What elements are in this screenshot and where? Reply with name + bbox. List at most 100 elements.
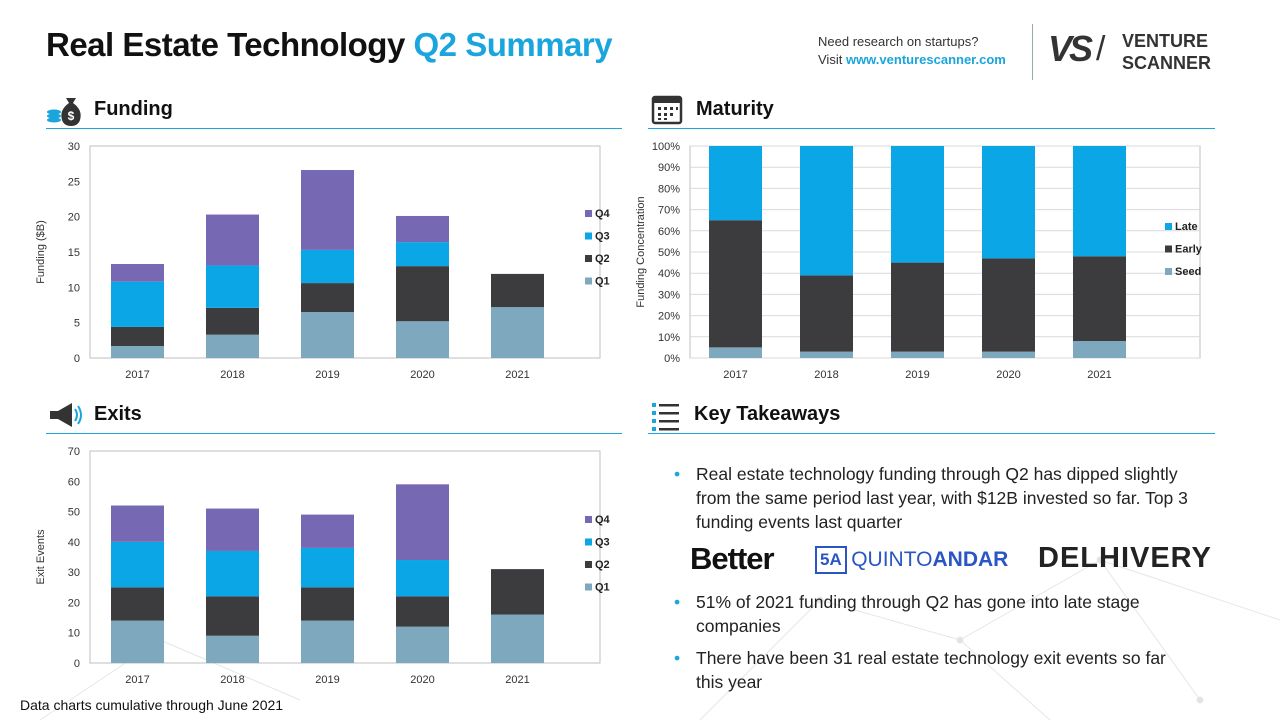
funding-bar-q4-2020 — [396, 215, 449, 243]
takeaways-label: Key Takeaways — [694, 403, 841, 425]
exits-legend-swatch-q2 — [585, 561, 592, 568]
research-line: Need research on startups? — [818, 34, 979, 49]
funding-y-axis-label: Funding ($B) — [35, 220, 47, 284]
exits-bar-q2-2017 — [111, 587, 164, 621]
logo-slash: / — [1096, 30, 1106, 68]
funding-ytick-label: 0 — [74, 353, 80, 365]
maturity-bar-seed-2020 — [982, 351, 1035, 358]
maturity-bar-early-2019 — [891, 262, 944, 352]
maturity-xtick-label: 2020 — [996, 369, 1020, 381]
maturity-bar-late-2018 — [800, 146, 853, 276]
funding-xtick-label: 2017 — [125, 369, 149, 381]
exits-xtick-label: 2020 — [410, 674, 434, 686]
exits-xtick-label: 2017 — [125, 674, 149, 686]
page-title: Real Estate Technology Q2 Summary — [46, 26, 613, 64]
exits-legend-swatch-q4 — [585, 516, 592, 523]
funding-bar-q1-2018 — [206, 334, 259, 358]
maturity-ytick-label: 50% — [658, 247, 680, 259]
funding-xtick-label: 2018 — [220, 369, 244, 381]
exits-bar-q1-2020 — [396, 626, 449, 663]
funding-bar-q1-2020 — [396, 321, 449, 358]
funding-bar-q3-2018 — [206, 265, 259, 308]
maturity-bar-late-2021 — [1073, 146, 1126, 257]
funding-xtick-label: 2020 — [410, 369, 434, 381]
funding-xtick-label: 2021 — [505, 369, 529, 381]
exits-rule — [46, 433, 622, 434]
exits-bar-q1-2021 — [491, 614, 544, 663]
takeaway-text-3: There have been 31 real estate technolog… — [696, 648, 1166, 692]
maturity-chart: 0% 10% 20% 30% 40% 50% 60% 70% 80% 90% 100% Funding… — [630, 136, 1230, 392]
delhivery-logo-text: DELHIVERY — [1038, 542, 1212, 574]
exits-bar-q4-2017 — [111, 505, 164, 542]
maturity-xtick-label: 2021 — [1087, 369, 1111, 381]
exits-bar-q3-2018 — [206, 550, 259, 597]
maturity-ytick-label: 0% — [664, 353, 680, 365]
exits-bar-q2-2018 — [206, 596, 259, 636]
maturity-legend-swatch-early — [1165, 245, 1172, 253]
better-logo-text: Better — [690, 541, 775, 576]
funding-section-header: $ Funding — [46, 92, 622, 129]
exits-ytick-label: 50 — [68, 507, 80, 519]
funding-bar-q3-2020 — [396, 242, 449, 267]
maturity-bar-early-2017 — [709, 220, 762, 348]
logo-mark: VS — [1048, 28, 1093, 69]
maturity-bar-early-2021 — [1073, 256, 1126, 342]
funding-bar-q3-2017 — [111, 281, 164, 327]
calendar-icon — [651, 95, 683, 125]
takeaway-text-2: 51% of 2021 funding through Q2 has gone … — [696, 592, 1140, 636]
maturity-legend-label-late: Late — [1175, 221, 1198, 233]
maturity-bar-early-2020 — [982, 258, 1035, 352]
funding-bar-q4-2017 — [111, 264, 164, 282]
maturity-ytick-label: 40% — [658, 268, 680, 280]
quintoandar-dark: ANDAR — [932, 548, 1009, 571]
visit-prefix: Visit — [818, 52, 843, 67]
exits-legend-label-q4: Q4 — [595, 514, 611, 526]
quintoandar-logo: 5A QUINTOANDAR — [815, 546, 1008, 574]
exits-chart: 0 10 20 30 40 50 60 70 Exit Events 2017 2018 2019 20… — [30, 441, 630, 695]
funding-ytick-label: 15 — [68, 247, 80, 259]
maturity-bar-early-2018 — [800, 275, 853, 352]
maturity-bar-seed-2018 — [800, 351, 853, 358]
funding-bar-q1-2021 — [491, 307, 544, 358]
header-divider — [1032, 24, 1033, 80]
funding-ytick-label: 20 — [68, 212, 80, 224]
maturity-legend-swatch-seed — [1165, 268, 1172, 275]
exits-bar-q3-2017 — [111, 541, 164, 588]
maturity-legend-label-seed: Seed — [1175, 266, 1201, 278]
list-icon — [652, 403, 679, 431]
exits-bar-q3-2019 — [301, 547, 354, 588]
delhivery-logo: DELHIVERY — [1038, 542, 1212, 575]
takeaways-rule — [648, 433, 1215, 434]
funding-bar-q2-2021 — [491, 273, 544, 308]
quintoandar-light: QUINTO — [851, 548, 933, 571]
funding-label: Funding — [94, 98, 173, 120]
footnote: Data charts cumulative through June 2021 — [20, 697, 284, 713]
exits-ytick-label: 60 — [68, 476, 80, 488]
funding-legend-label-q1: Q1 — [595, 276, 610, 288]
exits-label: Exits — [94, 403, 142, 425]
maturity-chart-svg: 0% 10% 20% 30% 40% 50% 60% 70% 80% 90% 100% Funding… — [635, 141, 1203, 381]
maturity-xtick-label: 2019 — [905, 369, 929, 381]
exits-bar-q4-2018 — [206, 508, 259, 551]
quintoandar-mark: 5A — [815, 546, 847, 574]
maturity-xtick-label: 2018 — [814, 369, 838, 381]
funding-ytick-label: 25 — [68, 176, 80, 188]
svg-text:$: $ — [68, 109, 75, 123]
maturity-ytick-label: 20% — [658, 311, 680, 323]
maturity-rule — [648, 128, 1215, 129]
funding-bar-q2-2019 — [301, 283, 354, 313]
title-highlight: Q2 Summary — [413, 26, 613, 63]
maturity-ytick-label: 100% — [652, 141, 680, 153]
exits-bar-q1-2018 — [206, 635, 259, 663]
takeaways-section-header: Key Takeaways — [648, 397, 1215, 434]
website-link[interactable]: www.venturescanner.com — [845, 52, 1006, 67]
funding-legend-label-q2: Q2 — [595, 253, 610, 265]
exits-ytick-label: 0 — [74, 658, 80, 670]
exits-legend-swatch-q3 — [585, 538, 592, 546]
maturity-bar-late-2019 — [891, 146, 944, 263]
maturity-section-header: Maturity — [648, 92, 1215, 129]
funding-legend-swatch-q4 — [585, 210, 592, 217]
maturity-bar-seed-2019 — [891, 351, 944, 358]
megaphone-icon — [50, 403, 82, 427]
exits-ytick-label: 20 — [68, 597, 80, 609]
